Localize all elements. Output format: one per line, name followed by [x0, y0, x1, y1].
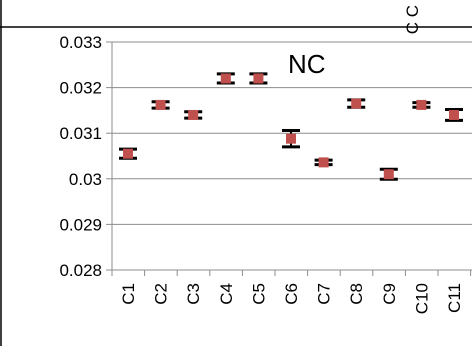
x-tick-label: C1	[119, 283, 138, 305]
x-tick-label: C10	[412, 283, 431, 314]
y-tick-label: 0.028	[59, 261, 102, 280]
x-tick-label: C7	[315, 283, 334, 305]
data-point	[351, 98, 362, 109]
x-tick-labels: C1 C2 C3 C4 C5 C6 C7 C8 C9 C10 C11	[111, 270, 472, 314]
x-tick-label: C2	[152, 283, 171, 305]
data-point	[253, 73, 264, 84]
data-point	[416, 99, 427, 110]
x-tick-label: C8	[347, 283, 366, 305]
x-tick-label: C3	[184, 283, 203, 305]
nc-annotation: NC	[288, 49, 326, 79]
data-point	[286, 133, 296, 144]
y-tick-label: 0.031	[59, 124, 102, 143]
x-tick-label: C9	[380, 283, 399, 305]
axes	[111, 42, 472, 271]
x-tick-label: C6	[282, 283, 301, 305]
data-point	[318, 157, 329, 168]
y-tick-label: 0.03	[69, 170, 102, 189]
x-tick-label: C11	[445, 283, 464, 313]
top-fragment-text: C C	[403, 5, 422, 34]
data-point	[220, 73, 231, 84]
data-point	[449, 109, 459, 120]
y-tick-label: 0.032	[59, 79, 102, 98]
data-point	[123, 148, 133, 159]
x-tick-label: C4	[217, 283, 236, 305]
y-tick-labels: 0.033 0.032 0.031 0.03 0.029 0.028	[59, 33, 112, 280]
y-tick-label: 0.033	[59, 33, 102, 52]
data-point	[155, 99, 166, 110]
y-tick-label: 0.029	[59, 215, 102, 234]
data-point	[383, 169, 394, 180]
x-tick-label: C5	[249, 283, 268, 305]
data-points	[119, 72, 463, 181]
data-point	[188, 109, 199, 120]
